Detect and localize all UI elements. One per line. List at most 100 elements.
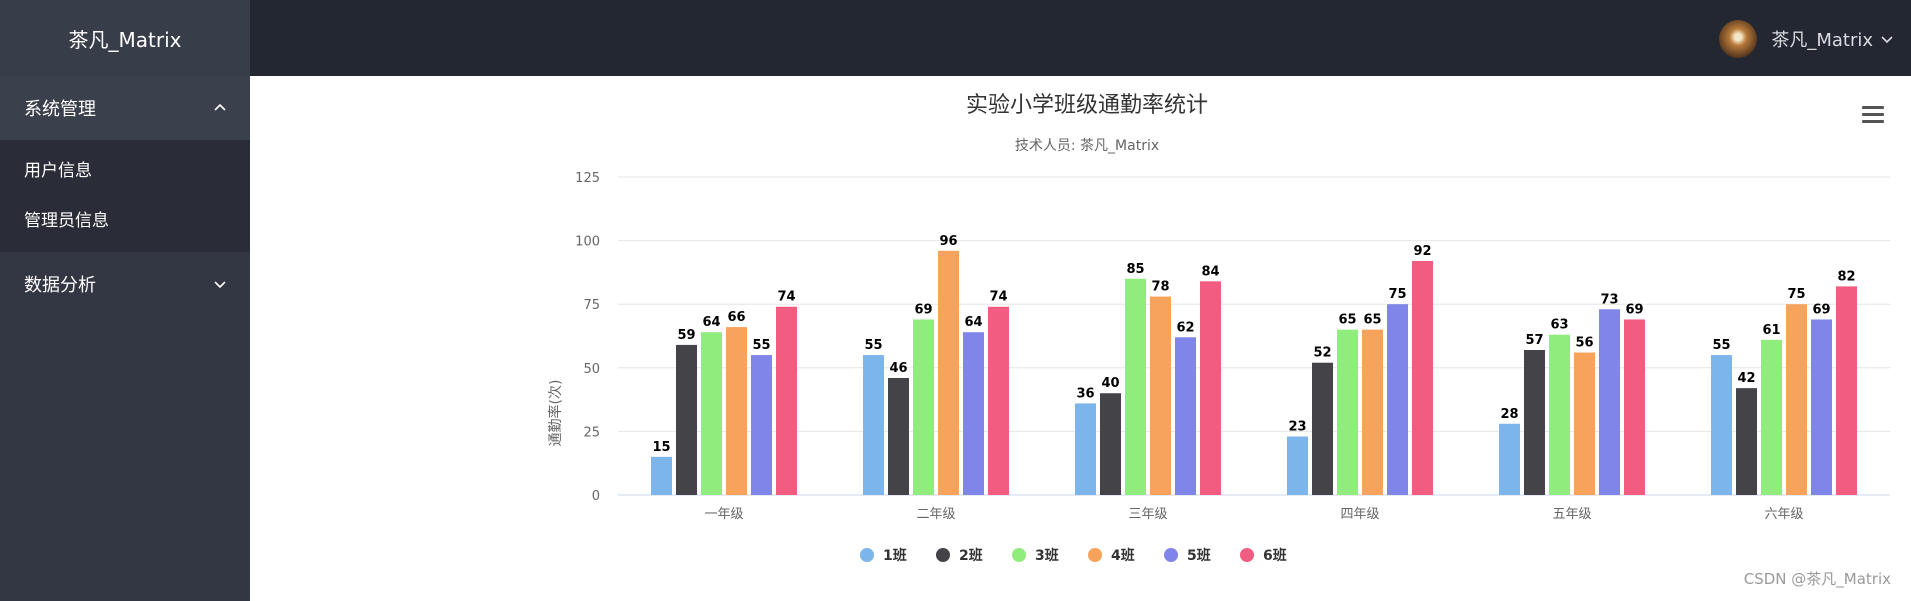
- bar: [1337, 329, 1358, 495]
- bar: [701, 332, 722, 495]
- legend-marker: [1240, 548, 1254, 562]
- bar-chart: 实验小学班级通勤率统计 技术人员: 茶凡_Matrix 通勤率(次) 0 25 50…: [547, 93, 1890, 564]
- bar: [1075, 403, 1096, 495]
- menu-data-analysis[interactable]: 数据分析: [0, 252, 250, 316]
- main-content: 实验小学班级通勤率统计 技术人员: 茶凡_Matrix 通勤率(次) 0 25 50…: [250, 76, 1911, 601]
- bar: [1811, 319, 1832, 495]
- bar: [963, 332, 984, 495]
- bar: [938, 250, 959, 495]
- data-label: 82: [1837, 269, 1855, 284]
- legend-item[interactable]: 2班: [936, 547, 983, 564]
- bar: [913, 319, 934, 495]
- legend-item[interactable]: 1班: [860, 547, 907, 564]
- chevron-down-icon: [1881, 36, 1893, 44]
- bar: [751, 355, 772, 495]
- legend-item[interactable]: 6班: [1240, 547, 1287, 564]
- x-tick-label: 一年级: [704, 507, 743, 522]
- legend-marker: [1088, 548, 1102, 562]
- bar: [1499, 423, 1520, 495]
- bar: [1761, 339, 1782, 495]
- data-label: 73: [1600, 292, 1618, 307]
- bar: [1125, 278, 1146, 495]
- app-logo[interactable]: 茶凡_Matrix: [0, 0, 250, 76]
- bar: [1200, 281, 1221, 495]
- data-label: 69: [1625, 302, 1643, 317]
- bar: [1312, 362, 1333, 495]
- data-label: 65: [1363, 313, 1381, 328]
- legend-marker: [936, 548, 950, 562]
- bar: [651, 456, 672, 495]
- legend-label: 1班: [883, 547, 907, 564]
- legend-item[interactable]: 5班: [1164, 547, 1211, 564]
- legend-item[interactable]: 3班: [1012, 547, 1059, 564]
- data-label: 55: [864, 338, 882, 353]
- chart-subtitle: 技术人员: 茶凡_Matrix: [1015, 138, 1159, 154]
- y-tick-label: 100: [575, 235, 600, 250]
- chart-bars: 15 59 64 66 55 74 55 46 69 96 64 74 36 40 85 78 62 84 23 52…: [651, 234, 1857, 495]
- y-tick-label: 75: [583, 298, 600, 313]
- data-label: 40: [1101, 376, 1119, 391]
- y-axis-label: 通勤率(次): [547, 380, 564, 447]
- data-label: 92: [1413, 244, 1431, 259]
- data-label: 69: [1812, 302, 1830, 317]
- user-menu[interactable]: 茶凡_Matrix: [1719, 20, 1893, 58]
- bar: [1624, 319, 1645, 495]
- sidebar-item-admin-info[interactable]: 管理员信息: [24, 211, 109, 231]
- bar: [1524, 349, 1545, 495]
- sidebar-item-user-info[interactable]: 用户信息: [24, 161, 92, 181]
- data-label: 75: [1787, 287, 1805, 302]
- legend-item[interactable]: 4班: [1088, 547, 1135, 564]
- data-label: 96: [939, 234, 957, 249]
- menu-system-management[interactable]: 系统管理: [0, 76, 250, 140]
- data-label: 65: [1338, 313, 1356, 328]
- bar: [1150, 296, 1171, 495]
- bar: [1412, 260, 1433, 495]
- legend-label: 4班: [1111, 547, 1135, 564]
- data-label: 69: [914, 302, 932, 317]
- bar: [1711, 355, 1732, 495]
- x-tick-label: 四年级: [1340, 507, 1379, 522]
- bar: [726, 327, 747, 495]
- data-label: 55: [1712, 338, 1730, 353]
- avatar[interactable]: [1719, 20, 1758, 58]
- y-tick-label: 25: [583, 425, 600, 440]
- bar: [888, 377, 909, 495]
- data-label: 84: [1201, 264, 1219, 279]
- data-label: 42: [1737, 371, 1755, 386]
- legend-label: 2班: [959, 547, 983, 564]
- chart-grid: [618, 176, 1890, 496]
- bar: [1175, 337, 1196, 495]
- x-tick-label: 五年级: [1552, 507, 1591, 522]
- data-label: 57: [1525, 333, 1543, 348]
- data-label: 74: [989, 290, 1007, 305]
- data-label: 64: [702, 315, 720, 330]
- bar: [676, 344, 697, 495]
- y-tick-label: 50: [583, 362, 600, 377]
- bar: [1574, 352, 1595, 495]
- data-label: 59: [677, 328, 695, 343]
- data-label: 85: [1126, 262, 1144, 277]
- username: 茶凡_Matrix: [1771, 30, 1873, 51]
- bar: [1287, 436, 1308, 495]
- y-axis-ticks: 0 25 50 75 100 125: [575, 171, 600, 504]
- data-label: 63: [1550, 318, 1568, 333]
- chart-legend: 1班 2班 3班 4班 5班 6班: [860, 547, 1287, 564]
- data-label: 56: [1575, 336, 1593, 351]
- menu-system-management-label: 系统管理: [24, 99, 96, 120]
- data-label: 64: [964, 315, 982, 330]
- legend-marker: [1012, 548, 1026, 562]
- legend-label: 3班: [1035, 547, 1059, 564]
- top-header: 茶凡_Matrix: [250, 0, 1911, 76]
- chart-menu-icon[interactable]: [1862, 106, 1884, 126]
- legend-marker: [860, 548, 874, 562]
- data-label: 55: [752, 338, 770, 353]
- data-label: 66: [727, 310, 745, 325]
- bar: [1362, 329, 1383, 495]
- bar: [988, 306, 1009, 495]
- y-tick-label: 125: [575, 171, 600, 186]
- data-label: 62: [1176, 320, 1194, 335]
- data-label: 36: [1076, 386, 1094, 401]
- y-tick-label: 0: [592, 489, 600, 504]
- legend-marker: [1164, 548, 1178, 562]
- x-tick-label: 三年级: [1128, 507, 1167, 522]
